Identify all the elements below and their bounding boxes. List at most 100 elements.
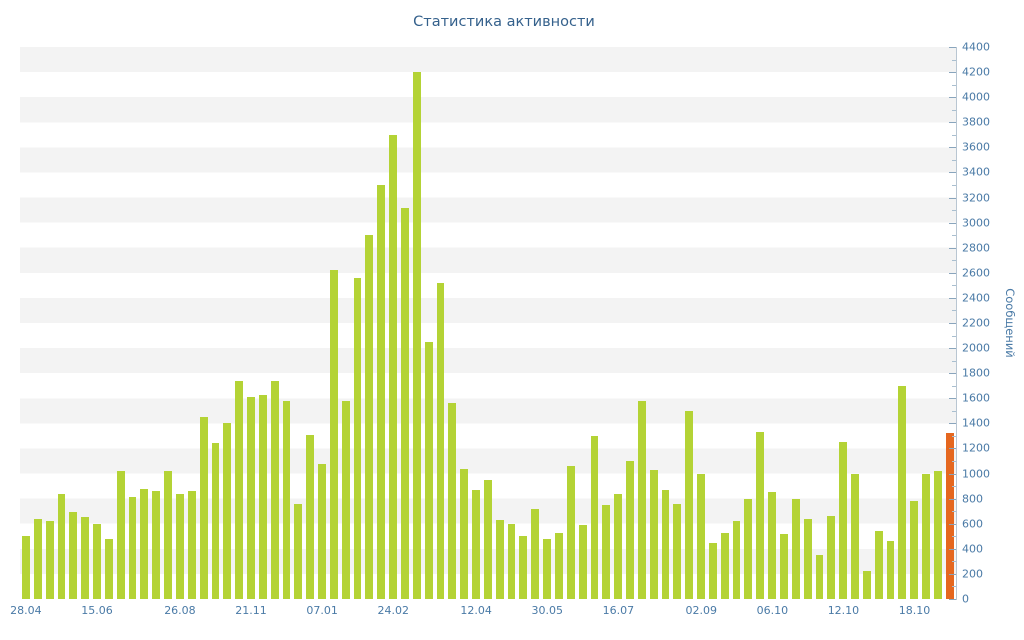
bar[interactable] xyxy=(708,542,717,599)
bar[interactable] xyxy=(318,463,326,599)
bar[interactable] xyxy=(803,518,812,599)
bar[interactable] xyxy=(554,532,563,599)
bar[interactable] xyxy=(247,397,255,599)
y-major-tick xyxy=(949,473,956,475)
bar[interactable] xyxy=(780,533,788,599)
bar[interactable] xyxy=(851,473,859,599)
bar[interactable] xyxy=(353,277,362,599)
bar[interactable] xyxy=(602,504,611,599)
bar[interactable] xyxy=(531,508,540,599)
bar[interactable] xyxy=(235,380,244,599)
bar[interactable] xyxy=(543,538,551,599)
bar[interactable] xyxy=(827,516,836,599)
bar[interactable] xyxy=(282,400,291,599)
bar[interactable] xyxy=(424,341,433,599)
bar[interactable] xyxy=(33,518,42,599)
bar[interactable] xyxy=(448,403,457,599)
bar[interactable] xyxy=(720,532,729,599)
bar[interactable] xyxy=(507,523,516,599)
bar[interactable] xyxy=(270,380,279,599)
bar[interactable] xyxy=(116,471,125,599)
bar[interactable] xyxy=(898,385,907,599)
bar[interactable] xyxy=(329,270,338,599)
bar[interactable] xyxy=(495,519,504,599)
y-minor-tick xyxy=(952,134,956,136)
x-tick-label: 12.04 xyxy=(460,604,492,617)
bar[interactable] xyxy=(910,501,919,599)
bar[interactable] xyxy=(744,498,753,599)
x-tick-label: 24.02 xyxy=(377,604,409,617)
bar[interactable] xyxy=(187,491,196,599)
bar[interactable] xyxy=(673,503,682,599)
bar[interactable] xyxy=(152,491,161,599)
bar[interactable] xyxy=(697,473,705,599)
y-minor-tick xyxy=(952,235,956,237)
y-major-tick xyxy=(949,498,956,500)
bar[interactable] xyxy=(377,185,386,599)
bar[interactable] xyxy=(140,488,149,599)
bar[interactable] xyxy=(791,498,800,599)
bar[interactable] xyxy=(578,524,587,599)
bar[interactable] xyxy=(862,571,871,599)
bar[interactable] xyxy=(637,400,646,599)
y-major-tick xyxy=(949,197,956,199)
bar[interactable] xyxy=(93,523,101,599)
bar[interactable] xyxy=(389,134,397,599)
bar[interactable] xyxy=(306,434,315,599)
bar[interactable] xyxy=(839,442,848,599)
bar[interactable] xyxy=(81,517,90,599)
bar[interactable] xyxy=(886,541,895,599)
y-tick-label: 1400 xyxy=(962,416,990,430)
bar[interactable] xyxy=(732,521,741,599)
bar[interactable] xyxy=(685,410,694,599)
bar[interactable] xyxy=(472,489,480,599)
bar[interactable] xyxy=(258,394,267,599)
bar[interactable] xyxy=(756,432,765,599)
bar[interactable] xyxy=(412,72,421,599)
bar[interactable] xyxy=(815,555,824,599)
bar[interactable] xyxy=(69,512,78,599)
y-minor-tick xyxy=(952,335,956,337)
bar[interactable] xyxy=(768,492,776,599)
bar[interactable] xyxy=(590,435,599,599)
bar[interactable] xyxy=(128,497,137,599)
bar[interactable] xyxy=(661,489,670,599)
x-tick-label: 16.07 xyxy=(602,604,635,617)
bar[interactable] xyxy=(341,400,350,599)
bar[interactable] xyxy=(922,473,930,599)
bar[interactable] xyxy=(223,423,232,599)
x-axis-labels: 28.04 15.06 26.08 21.11 07.01 24.02 12.04 30.05… xyxy=(10,604,956,621)
y-tick-label: 4200 xyxy=(962,65,990,79)
bar[interactable] xyxy=(104,538,113,599)
bar[interactable] xyxy=(199,417,208,599)
bar[interactable] xyxy=(436,282,445,599)
x-tick-label: 18.10 xyxy=(898,604,931,617)
bar[interactable] xyxy=(211,443,220,599)
x-tick-label: 12.10 xyxy=(827,604,860,617)
bar[interactable] xyxy=(626,461,634,599)
bar[interactable] xyxy=(57,493,66,599)
bar[interactable] xyxy=(566,466,575,599)
y-axis-line xyxy=(956,47,957,600)
bar[interactable] xyxy=(401,207,409,599)
bar[interactable] xyxy=(460,468,469,599)
y-tick-label: 3200 xyxy=(962,191,990,205)
bar[interactable] xyxy=(294,503,303,599)
bar[interactable] xyxy=(365,235,374,599)
bar[interactable] xyxy=(483,479,492,599)
bar[interactable] xyxy=(614,493,623,599)
y-major-tick xyxy=(949,147,956,149)
bar[interactable] xyxy=(22,536,30,599)
y-tick-label: 400 xyxy=(962,542,983,556)
y-tick-label: 600 xyxy=(962,517,983,531)
bar[interactable] xyxy=(649,469,658,599)
bar[interactable] xyxy=(874,531,883,599)
bar[interactable] xyxy=(164,471,172,599)
y-axis-labels: 0 200 400 600 800 1000 1200 1400 1600 1800 2000 220… xyxy=(962,42,1004,605)
bar[interactable] xyxy=(945,433,954,599)
bar[interactable] xyxy=(45,521,54,599)
bar[interactable] xyxy=(519,536,528,599)
bar[interactable] xyxy=(933,471,942,599)
bar[interactable] xyxy=(175,493,184,599)
